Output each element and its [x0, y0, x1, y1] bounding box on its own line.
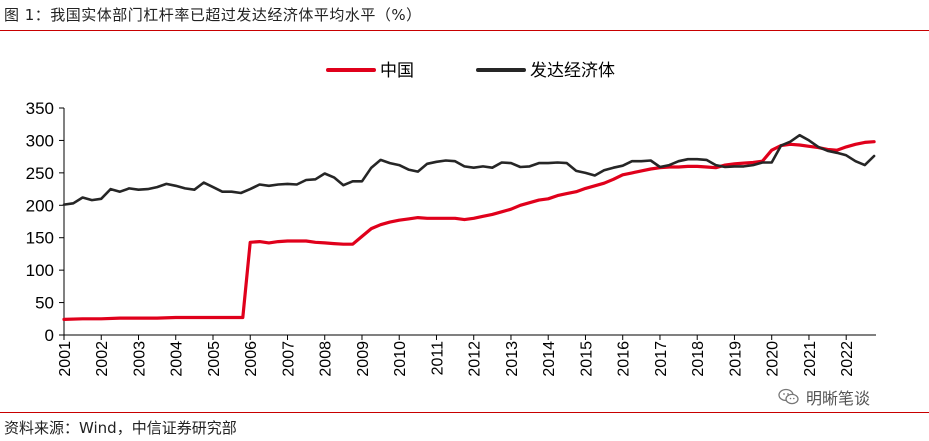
x-tick-label: 2017 — [653, 341, 670, 377]
wechat-icon — [778, 388, 799, 405]
x-tick-label: 2015 — [578, 341, 595, 377]
source-divider — [0, 412, 929, 413]
x-tick-label: 2002 — [94, 341, 111, 377]
x-tick-label: 2009 — [355, 341, 372, 377]
x-tick-label: 2022 — [839, 341, 856, 377]
legend-label: 发达经济体 — [530, 61, 615, 80]
y-tick-label: 250 — [26, 164, 54, 183]
x-tick-label: 2018 — [690, 341, 707, 377]
x-tick-label: 2006 — [243, 341, 260, 377]
line-chart: 中国 发达经济体 0 50 100 150 200 250 300 350 2001 2002 200… — [26, 61, 876, 377]
watermark: 明晰笔谈 — [778, 385, 870, 409]
chart-series — [62, 133, 876, 321]
x-tick-label: 2005 — [206, 341, 223, 377]
x-tick-label: 2021 — [802, 341, 819, 377]
x-tick-label: 2019 — [727, 341, 744, 377]
x-tick-label: 2007 — [280, 341, 297, 377]
figure-title: 图 1：我国实体部门杠杆率已超过发达经济体平均水平（%） — [4, 6, 422, 24]
x-tick-label: 2001 — [57, 341, 74, 377]
x-tick-label: 2010 — [392, 341, 409, 377]
legend-label: 中国 — [380, 61, 414, 80]
x-tick-label: 2008 — [318, 341, 335, 377]
x-tick-label: 2011 — [429, 341, 446, 376]
title-divider — [0, 30, 929, 31]
source-note: 资料来源：Wind，中信证券研究部 — [4, 419, 237, 437]
y-tick-label: 150 — [26, 229, 54, 248]
series-line-advanced-economies — [62, 133, 876, 206]
chart-legend: 中国 发达经济体 — [326, 61, 615, 80]
y-tick-label: 0 — [45, 326, 54, 345]
y-tick-label: 50 — [35, 294, 54, 313]
x-tick-label: 2016 — [616, 341, 633, 377]
y-tick-label: 100 — [26, 261, 54, 280]
x-tick-label: 2014 — [541, 341, 558, 377]
x-tick-label: 2003 — [131, 341, 148, 377]
y-tick-label: 300 — [26, 131, 54, 150]
x-tick-label: 2012 — [467, 341, 484, 377]
x-tick-label: 2013 — [504, 341, 521, 377]
y-tick-label: 350 — [26, 99, 54, 118]
y-tick-label: 200 — [26, 196, 54, 215]
x-tick-label: 2004 — [169, 341, 186, 377]
series-line-china — [62, 140, 876, 321]
watermark-text: 明晰笔谈 — [806, 389, 871, 408]
x-tick-label: 2020 — [765, 341, 782, 377]
chart-axes: 0 50 100 150 200 250 300 350 2001 2002 2003 2004 200… — [26, 99, 876, 377]
